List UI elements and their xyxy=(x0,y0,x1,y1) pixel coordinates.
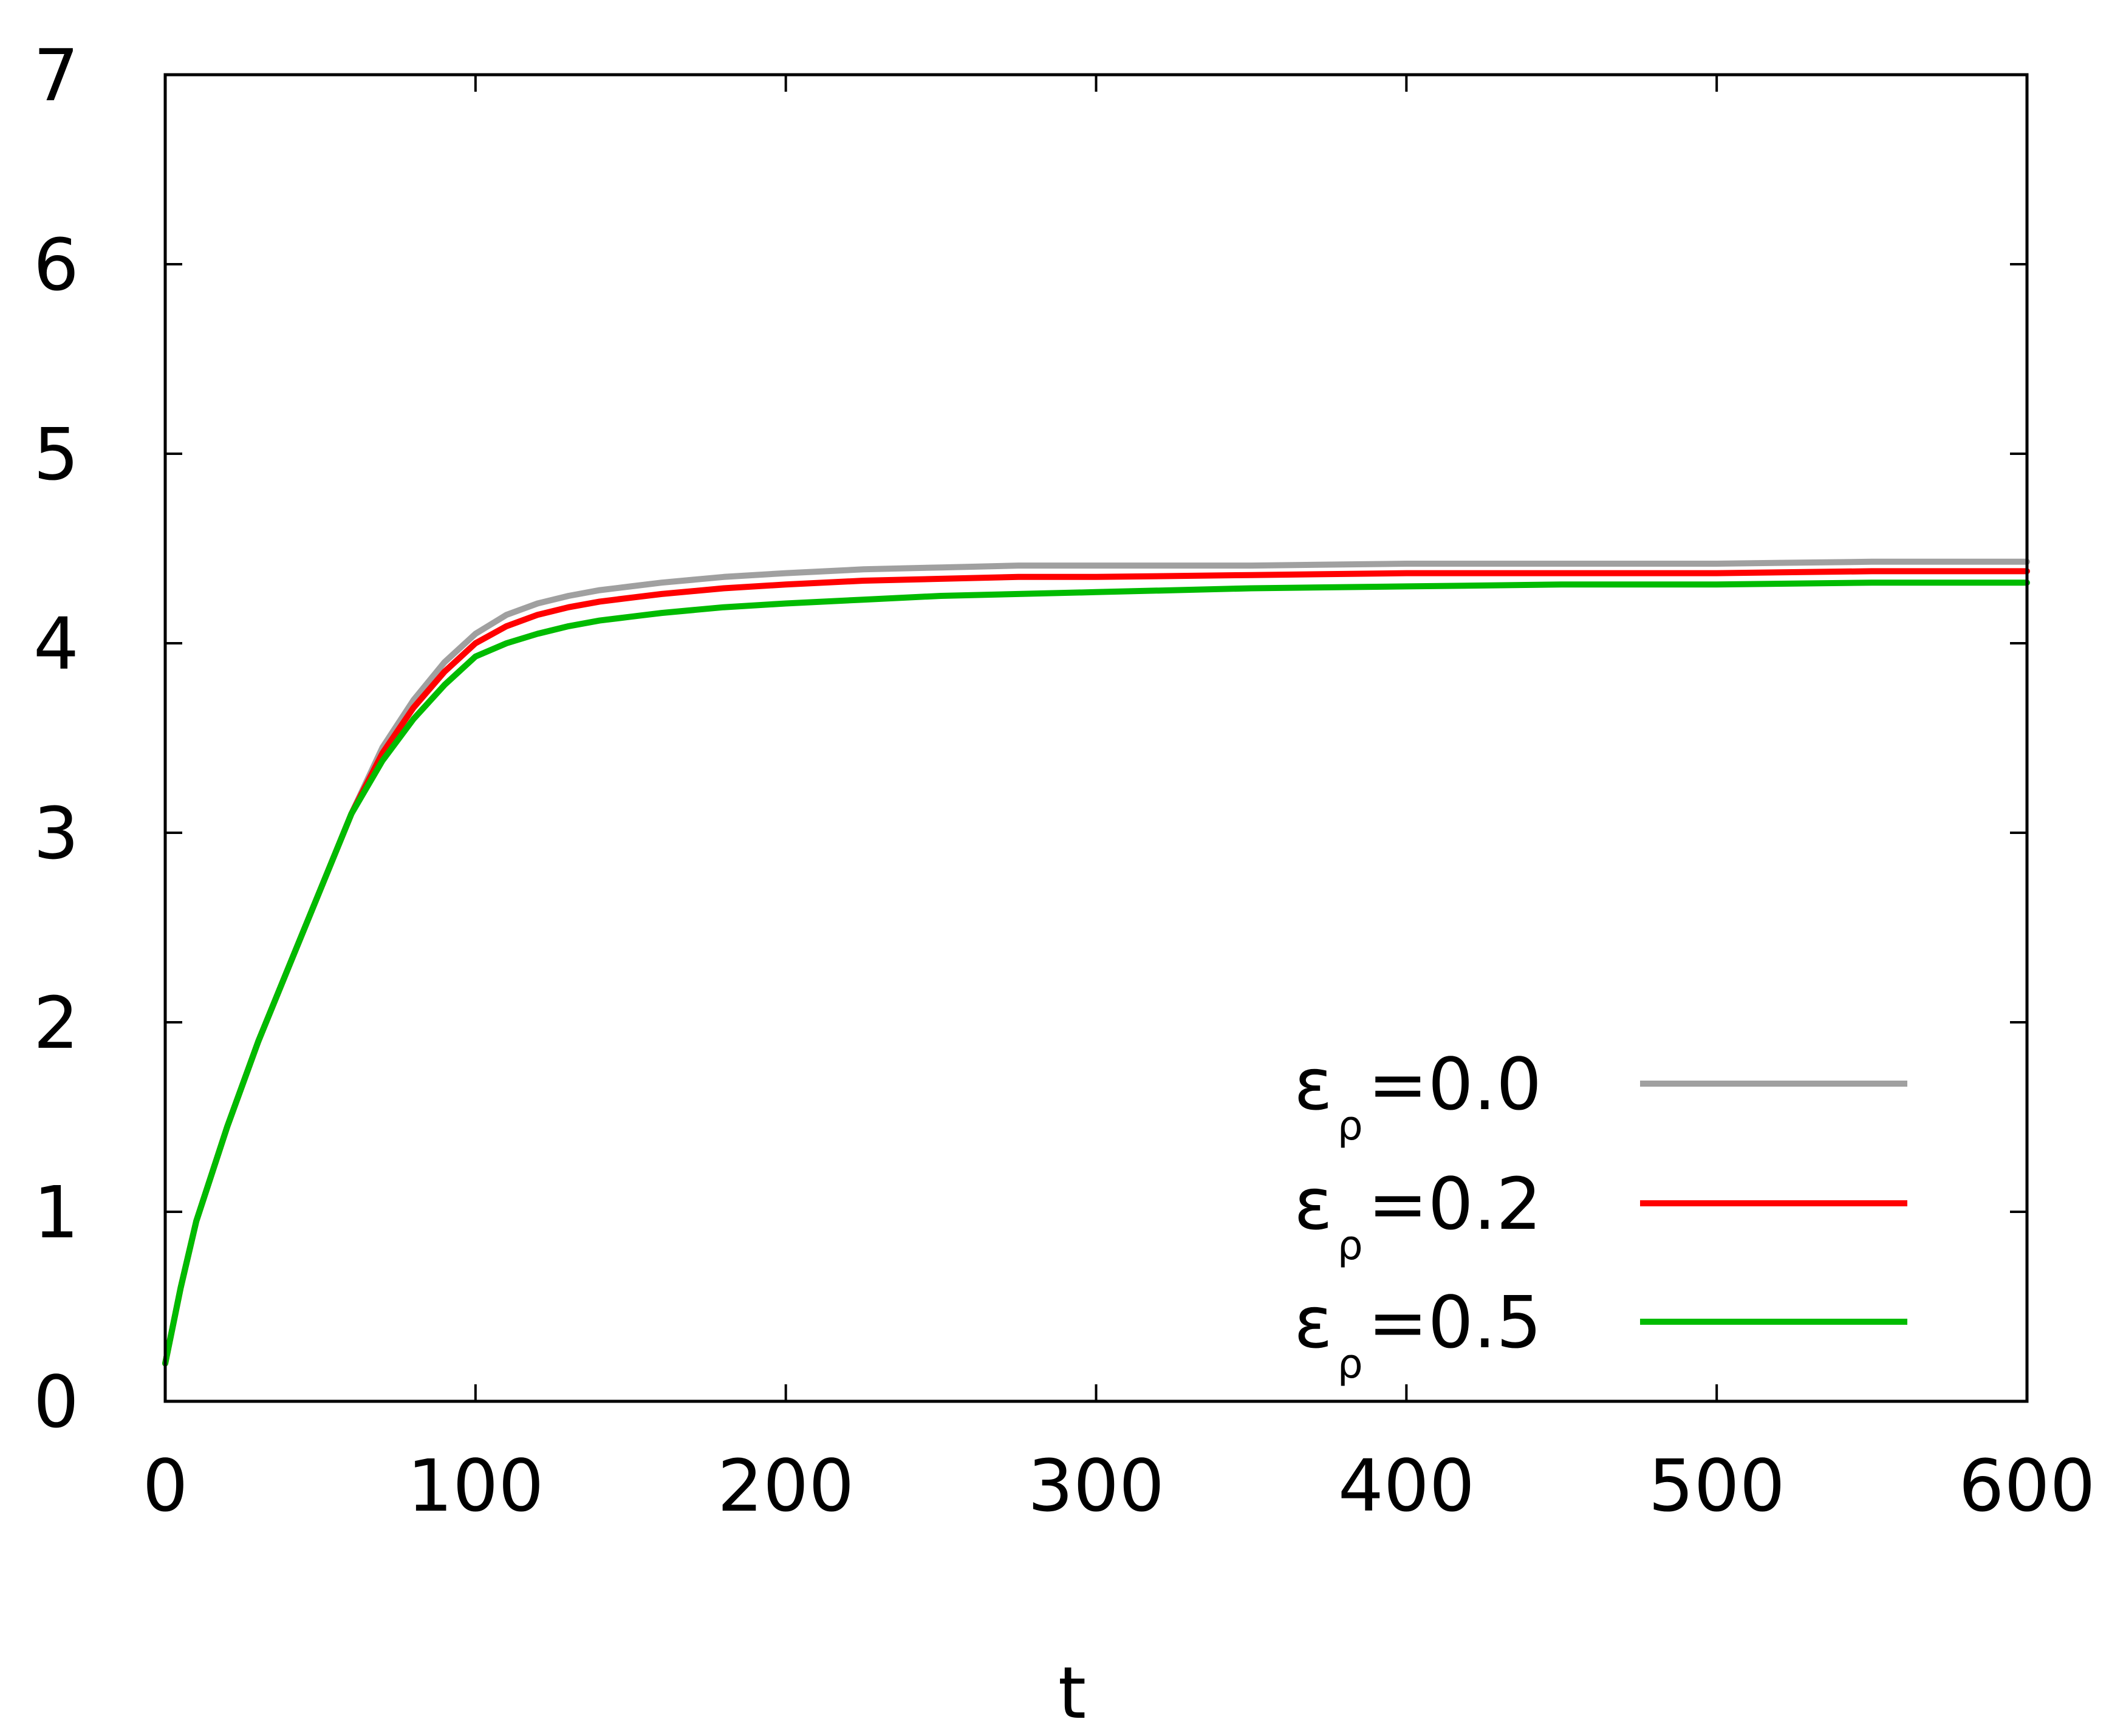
legend-symbol: ε xyxy=(1294,1042,1333,1126)
legend: ε ρ=0.0ε ρ=0.2ε ρ=0.5 xyxy=(1294,1042,1907,1387)
legend-label-2: ε ρ=0.5 xyxy=(1294,1280,1542,1387)
y-tick-label: 2 xyxy=(33,981,79,1065)
plot-frame xyxy=(163,73,2029,1403)
x-axis-title: t xyxy=(1058,1651,1086,1735)
legend-label-1: ε ρ=0.2 xyxy=(1294,1162,1542,1269)
x-tick-label: 0 xyxy=(142,1444,188,1528)
legend-subscript: ρ xyxy=(1338,1102,1363,1149)
legend-value: =0.2 xyxy=(1368,1162,1542,1246)
y-tick-label: 1 xyxy=(33,1170,79,1254)
y-tick-label: 3 xyxy=(33,791,79,875)
legend-symbol: ε xyxy=(1294,1162,1333,1246)
x-tick-label: 500 xyxy=(1649,1444,1785,1528)
series-lines xyxy=(162,558,2030,1367)
x-tick-label: 200 xyxy=(717,1444,854,1528)
x-tick-label: 400 xyxy=(1338,1444,1475,1528)
y-tick-label: 6 xyxy=(33,223,79,307)
x-tick-label: 600 xyxy=(1958,1444,2095,1528)
tick-labels: 0 100 200 300 400 500 600 0 1 2 3 4 5 6 7 xyxy=(33,33,2096,1528)
legend-subscript: ρ xyxy=(1338,1341,1363,1387)
legend-symbol: ε xyxy=(1294,1280,1333,1364)
y-tick-label: 7 xyxy=(33,33,79,117)
x-tick-label: 300 xyxy=(1028,1444,1164,1528)
legend-subscript: ρ xyxy=(1338,1222,1363,1269)
legend-value: =0.0 xyxy=(1368,1042,1542,1126)
y-tick-label: 0 xyxy=(33,1360,79,1444)
y-tick-label: 5 xyxy=(33,412,79,496)
series-line-1 xyxy=(162,568,2030,1367)
legend-value: =0.5 xyxy=(1368,1280,1542,1364)
y-tick-label: 4 xyxy=(33,602,79,686)
legend-label-0: ε ρ=0.0 xyxy=(1294,1042,1542,1149)
x-tick-label: 100 xyxy=(407,1444,544,1528)
series-line-2 xyxy=(162,579,2030,1367)
